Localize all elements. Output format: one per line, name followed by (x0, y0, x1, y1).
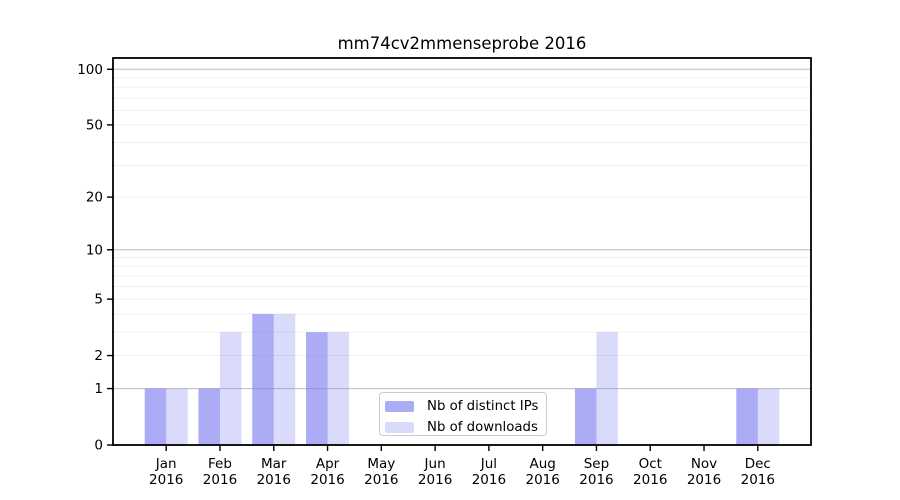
legend-swatch-downloads (385, 421, 414, 433)
y-tick-label: 100 (77, 62, 103, 78)
chart-title: mm74cv2mmenseprobe 2016 (337, 34, 587, 53)
legend-swatch-distinct-ips (385, 400, 414, 412)
legend: Nb of distinct IPs Nb of downloads (379, 392, 547, 436)
bar-distinct-ips-feb (198, 388, 220, 445)
x-tick-label: Nov 2016 (687, 456, 721, 488)
x-tick-label: Sep 2016 (579, 456, 613, 488)
bar-distinct-ips-sep (574, 388, 597, 445)
x-tick-label: Aug 2016 (525, 456, 559, 488)
legend-label-distinct-ips: Nb of distinct IPs (427, 398, 539, 414)
y-tick-label: 5 (94, 292, 103, 308)
bar-distinct-ips-jan (144, 388, 167, 445)
x-tick-label: Jun 2016 (418, 456, 452, 488)
y-tick-label: 1 (94, 381, 103, 397)
bar-downloads-dec (757, 388, 780, 445)
x-tick-label: May 2016 (364, 456, 398, 488)
x-tick-label: Jul 2016 (472, 456, 506, 488)
x-tick-label: Dec 2016 (741, 456, 775, 488)
axis-frame (112, 57, 812, 446)
y-tick-label: 20 (86, 190, 103, 206)
x-tick-label: Mar 2016 (257, 456, 291, 488)
bar-downloads-jan (166, 388, 188, 445)
x-tick-label: Oct 2016 (633, 456, 667, 488)
y-tick-label: 2 (94, 348, 103, 364)
legend-item-downloads: Nb of downloads (385, 419, 546, 435)
y-tick-label: 50 (86, 118, 103, 134)
x-tick-label: Feb 2016 (203, 456, 237, 488)
bar-distinct-ips-apr (306, 332, 328, 445)
bar-downloads-sep (596, 332, 618, 445)
y-tick-label: 0 (94, 438, 103, 454)
bar-distinct-ips-mar (252, 313, 274, 445)
x-tick-label: Apr 2016 (310, 456, 344, 488)
bar-downloads-feb (219, 332, 242, 445)
bar-downloads-mar (273, 313, 296, 445)
legend-label-downloads: Nb of downloads (427, 419, 538, 435)
y-tick-label: 10 (86, 242, 103, 258)
bar-distinct-ips-dec (736, 388, 758, 445)
legend-item-distinct-ips: Nb of distinct IPs (385, 398, 546, 414)
bar-downloads-apr (327, 332, 350, 445)
x-tick-label: Jan 2016 (149, 456, 183, 488)
